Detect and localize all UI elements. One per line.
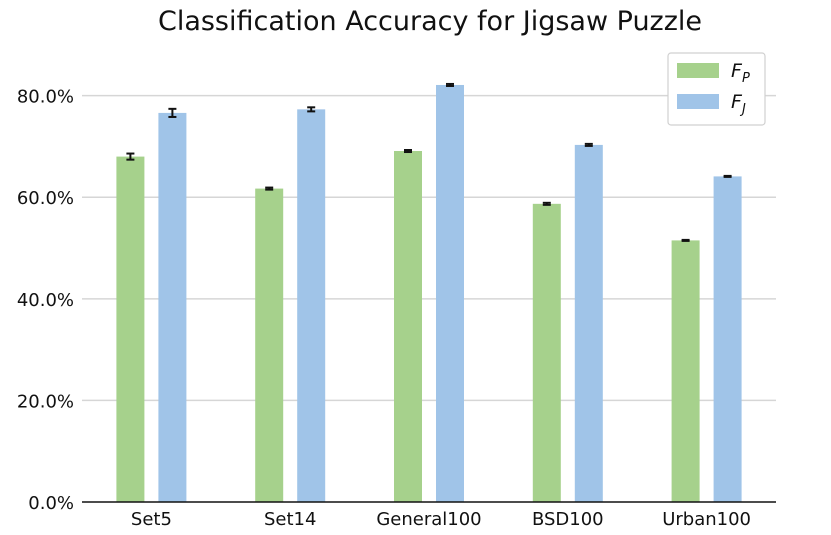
bar-fp-set5 [116, 156, 145, 502]
bar-fp-urban100 [671, 240, 700, 502]
legend-swatch [677, 63, 719, 78]
x-axis-ticks: Set5 Set14 General100 BSD100 Urban100 [131, 509, 751, 530]
grid-lines [82, 94, 776, 402]
error-bar [265, 186, 274, 191]
bar-fp-set14 [255, 188, 284, 502]
error-bar [584, 142, 593, 147]
bar-fj-bsd100 [574, 144, 603, 502]
legend-label: FP [731, 60, 750, 86]
bar-fj-general100 [436, 84, 464, 503]
y-tick-label: 60.0% [17, 188, 74, 209]
y-tick-label: 20.0% [17, 391, 74, 412]
y-tick-label: 40.0% [17, 290, 74, 311]
error-bar [446, 82, 454, 87]
legend-swatch [677, 94, 719, 109]
y-tick-label: 0.0% [28, 493, 74, 514]
x-tick-label: Set5 [131, 509, 172, 530]
y-axis-ticks: 0.0% 20.0% 40.0% 60.0% 80.0% [17, 87, 74, 514]
bar-fj-urban100 [713, 176, 742, 503]
legend: FP FJ [667, 52, 766, 126]
bar-fp-bsd100 [532, 203, 561, 502]
y-tick-label: 80.0% [17, 87, 74, 108]
chart-title: Classification Accuracy for Jigsaw Puzzl… [158, 6, 702, 37]
x-tick-label: BSD100 [532, 509, 604, 530]
bar-fj-set14 [297, 109, 326, 502]
error-bar [723, 174, 732, 178]
x-tick-label: General100 [376, 509, 481, 530]
bar-fp-general100 [394, 151, 422, 502]
bar-fj-set5 [158, 112, 187, 503]
x-tick-label: Set14 [264, 509, 316, 530]
x-tick-label: Urban100 [662, 509, 751, 530]
error-bar [681, 238, 690, 242]
bars [116, 82, 742, 503]
error-bar [542, 201, 551, 206]
error-bar [404, 148, 412, 154]
error-bar [307, 106, 316, 113]
error-bar [126, 152, 135, 161]
error-bar [168, 107, 177, 118]
legend-label: FJ [731, 91, 746, 117]
